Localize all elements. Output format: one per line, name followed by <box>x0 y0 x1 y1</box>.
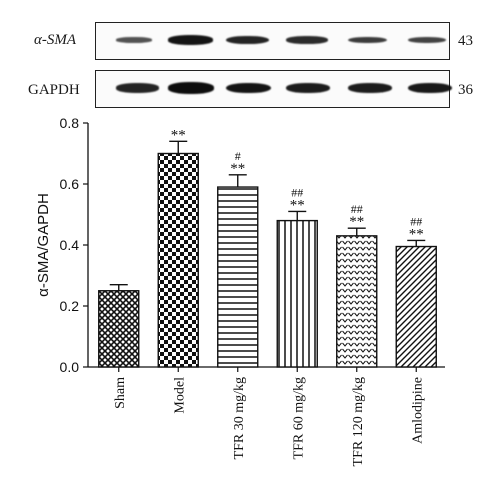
significance-star: ** <box>171 127 186 143</box>
y-tick-label: 0.4 <box>60 237 80 253</box>
blot-band <box>168 82 214 94</box>
y-axis-label: α-SMA/GAPDH <box>35 193 52 297</box>
significance-hash: ## <box>291 185 303 199</box>
bar <box>276 219 318 368</box>
blot-kda-asma: 43 <box>458 33 473 49</box>
y-tick-label: 0.2 <box>60 298 80 314</box>
significance-star: ** <box>230 161 245 177</box>
blot-band <box>168 35 213 45</box>
blot-band <box>116 37 153 43</box>
significance-hash: ## <box>351 202 363 216</box>
x-tick-label: TFR 60 mg/kg <box>291 377 306 459</box>
blot-band <box>286 82 330 94</box>
blot-kda-gapdh: 36 <box>458 82 473 98</box>
x-tick-label: Sham <box>113 377 128 409</box>
significance-star: ** <box>290 197 305 213</box>
blot-band <box>348 36 388 44</box>
significance-star: ** <box>349 214 364 230</box>
blot-band <box>226 35 269 45</box>
blot-label-asma: α-SMA <box>34 32 77 48</box>
blot-image-asma <box>95 22 450 60</box>
bar <box>395 245 437 368</box>
blot-band <box>408 82 453 94</box>
x-tick-label: Amlodipine <box>410 377 425 444</box>
bar <box>217 186 259 368</box>
blot-band <box>408 36 447 44</box>
significance-hash: ## <box>410 214 422 228</box>
blot-image-gapdh <box>95 70 453 108</box>
significance-hash: # <box>235 149 241 163</box>
y-tick-label: 0.8 <box>60 115 80 131</box>
y-tick-label: 0.0 <box>60 359 80 375</box>
bar <box>157 152 199 368</box>
y-tick-label: 0.6 <box>60 176 80 192</box>
significance-star: ** <box>409 226 424 242</box>
bar <box>336 235 378 368</box>
blot-band <box>348 82 392 94</box>
blot-label-gapdh: GAPDH <box>28 82 80 98</box>
x-tick-label: Model <box>172 377 187 414</box>
blot-band <box>226 82 271 94</box>
bar <box>98 290 140 368</box>
blot-band <box>116 83 159 93</box>
blot-band <box>286 36 328 44</box>
x-tick-label: TFR 30 mg/kg <box>232 377 247 459</box>
x-tick-label: TFR 120 mg/kg <box>351 377 366 466</box>
